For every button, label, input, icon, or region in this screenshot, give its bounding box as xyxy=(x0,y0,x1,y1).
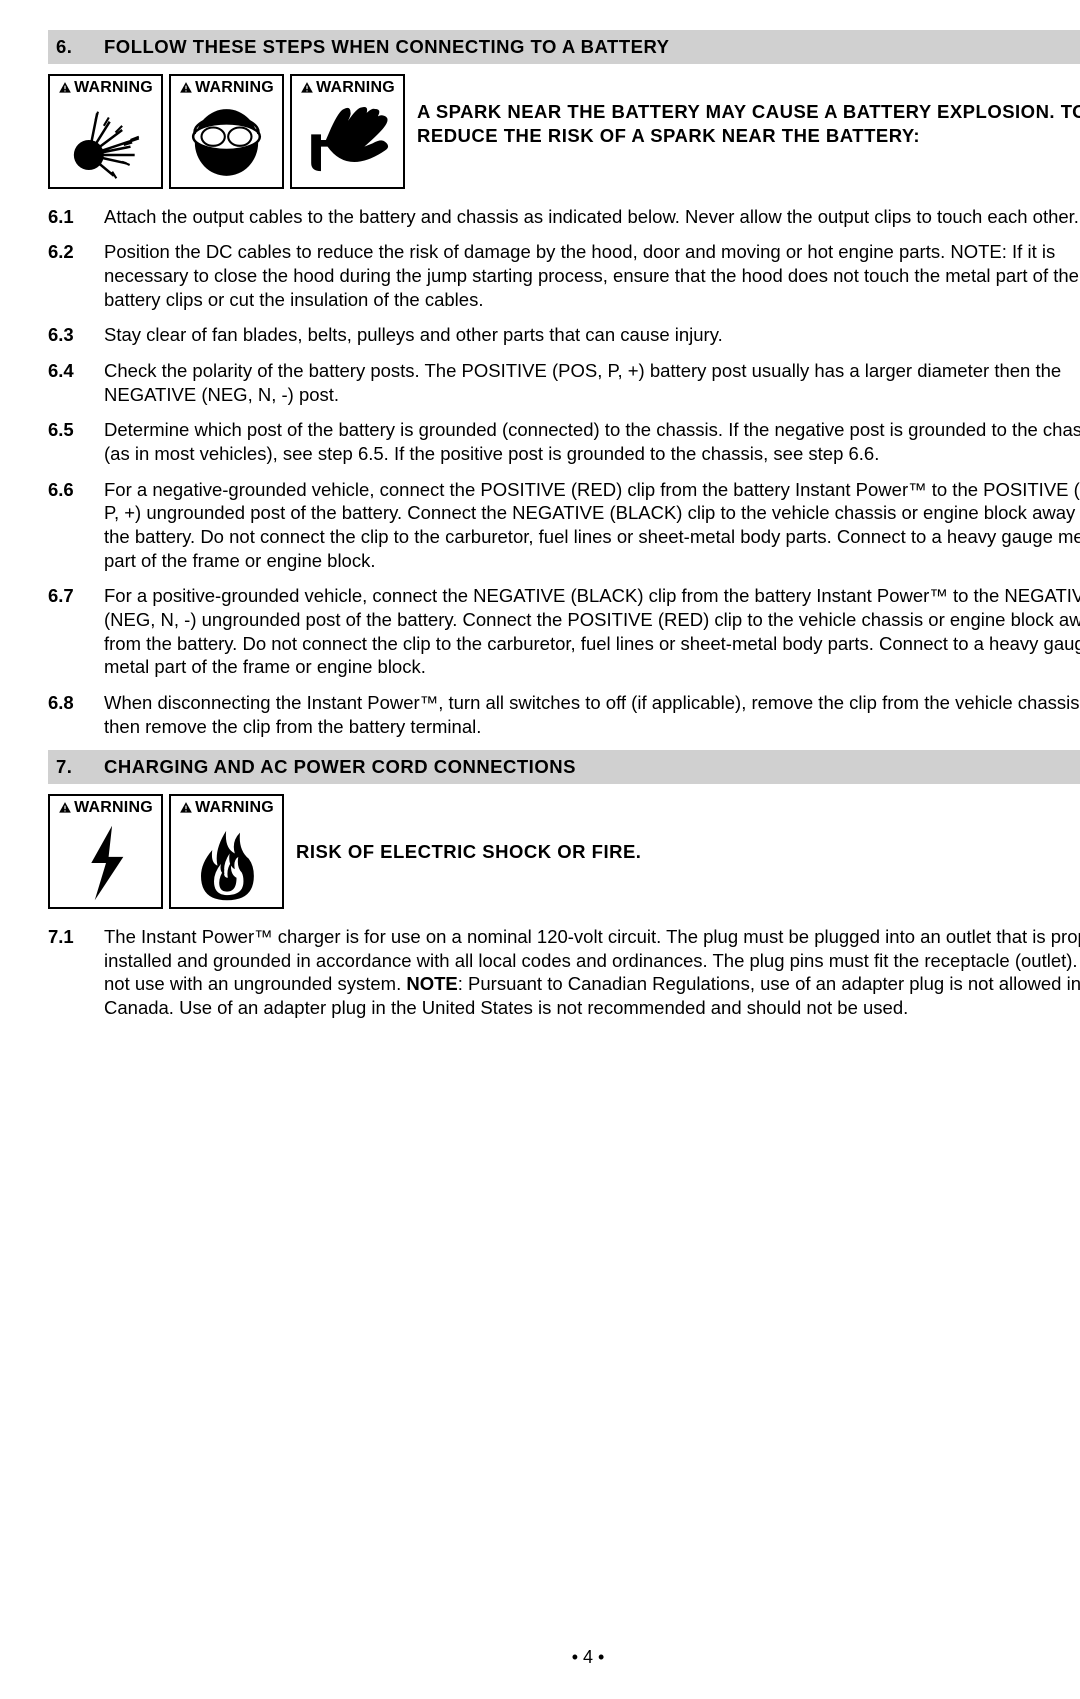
step-6-8: 6.8When disconnecting the Instant Power™… xyxy=(48,691,1080,738)
section-7-steps: 7.1 The Instant Power™ charger is for us… xyxy=(48,925,1080,1020)
step-6-6: 6.6For a negative-grounded vehicle, conn… xyxy=(48,478,1080,573)
warning-box-goggles: WARNING xyxy=(169,74,284,189)
step-6-4: 6.4Check the polarity of the battery pos… xyxy=(48,359,1080,406)
fire-icon xyxy=(188,821,266,906)
section-6-header: 6.FOLLOW THESE STEPS WHEN CONNECTING TO … xyxy=(48,30,1080,64)
section-6-warning-row: WARNING WARNING xyxy=(48,74,1080,189)
section-6-steps: 6.1Attach the output cables to the batte… xyxy=(48,205,1080,739)
warning-label: WARNING xyxy=(58,78,153,98)
warning-label: WARNING xyxy=(58,798,153,818)
section-7-warning-boxes: WARNING WARNING xyxy=(48,794,284,909)
warning-triangle-icon xyxy=(179,801,193,815)
warning-box-fire: WARNING xyxy=(169,794,284,909)
warning-triangle-icon xyxy=(179,81,193,95)
warning-box-shock: WARNING xyxy=(48,794,163,909)
section-6-num: 6. xyxy=(56,35,104,59)
warning-label: WARNING xyxy=(179,798,274,818)
section-6-warning-boxes: WARNING WARNING xyxy=(48,74,405,189)
goggles-icon xyxy=(184,100,269,185)
section-7-warning-row: WARNING WARNING RISK OF ELECT xyxy=(48,794,1080,909)
glove-icon xyxy=(303,100,393,185)
warning-triangle-icon xyxy=(58,801,72,815)
step-6-7: 6.7For a positive-grounded vehicle, conn… xyxy=(48,584,1080,679)
step-7-1-text: The Instant Power™ charger is for use on… xyxy=(104,925,1080,1020)
step-6-3: 6.3Stay clear of fan blades, belts, pull… xyxy=(48,323,1080,347)
warning-triangle-icon xyxy=(300,81,314,95)
section-7-header: 7.CHARGING AND AC POWER CORD CONNECTIONS xyxy=(48,750,1080,784)
step-6-5: 6.5Determine which post of the battery i… xyxy=(48,418,1080,465)
page-number: • 4 • xyxy=(48,1646,1080,1669)
warning-triangle-icon xyxy=(58,81,72,95)
section-7-num: 7. xyxy=(56,755,104,779)
step-6-1: 6.1Attach the output cables to the batte… xyxy=(48,205,1080,229)
warning-label: WARNING xyxy=(300,78,395,98)
step-6-2: 6.2Position the DC cables to reduce the … xyxy=(48,240,1080,311)
warning-box-glove: WARNING xyxy=(290,74,405,189)
section-6-title: FOLLOW THESE STEPS WHEN CONNECTING TO A … xyxy=(104,36,669,57)
section-7-title: CHARGING AND AC POWER CORD CONNECTIONS xyxy=(104,756,576,777)
section-7-warning-text: RISK OF ELECTRIC SHOCK OR FIRE. xyxy=(284,794,641,864)
explosion-icon xyxy=(63,100,148,185)
warning-label: WARNING xyxy=(179,78,274,98)
step-7-1: 7.1 The Instant Power™ charger is for us… xyxy=(48,925,1080,1020)
shock-icon xyxy=(71,821,141,906)
section-6-warning-text: A SPARK NEAR THE BATTERY MAY CAUSE A BAT… xyxy=(405,74,1080,148)
warning-box-explosion: WARNING xyxy=(48,74,163,189)
